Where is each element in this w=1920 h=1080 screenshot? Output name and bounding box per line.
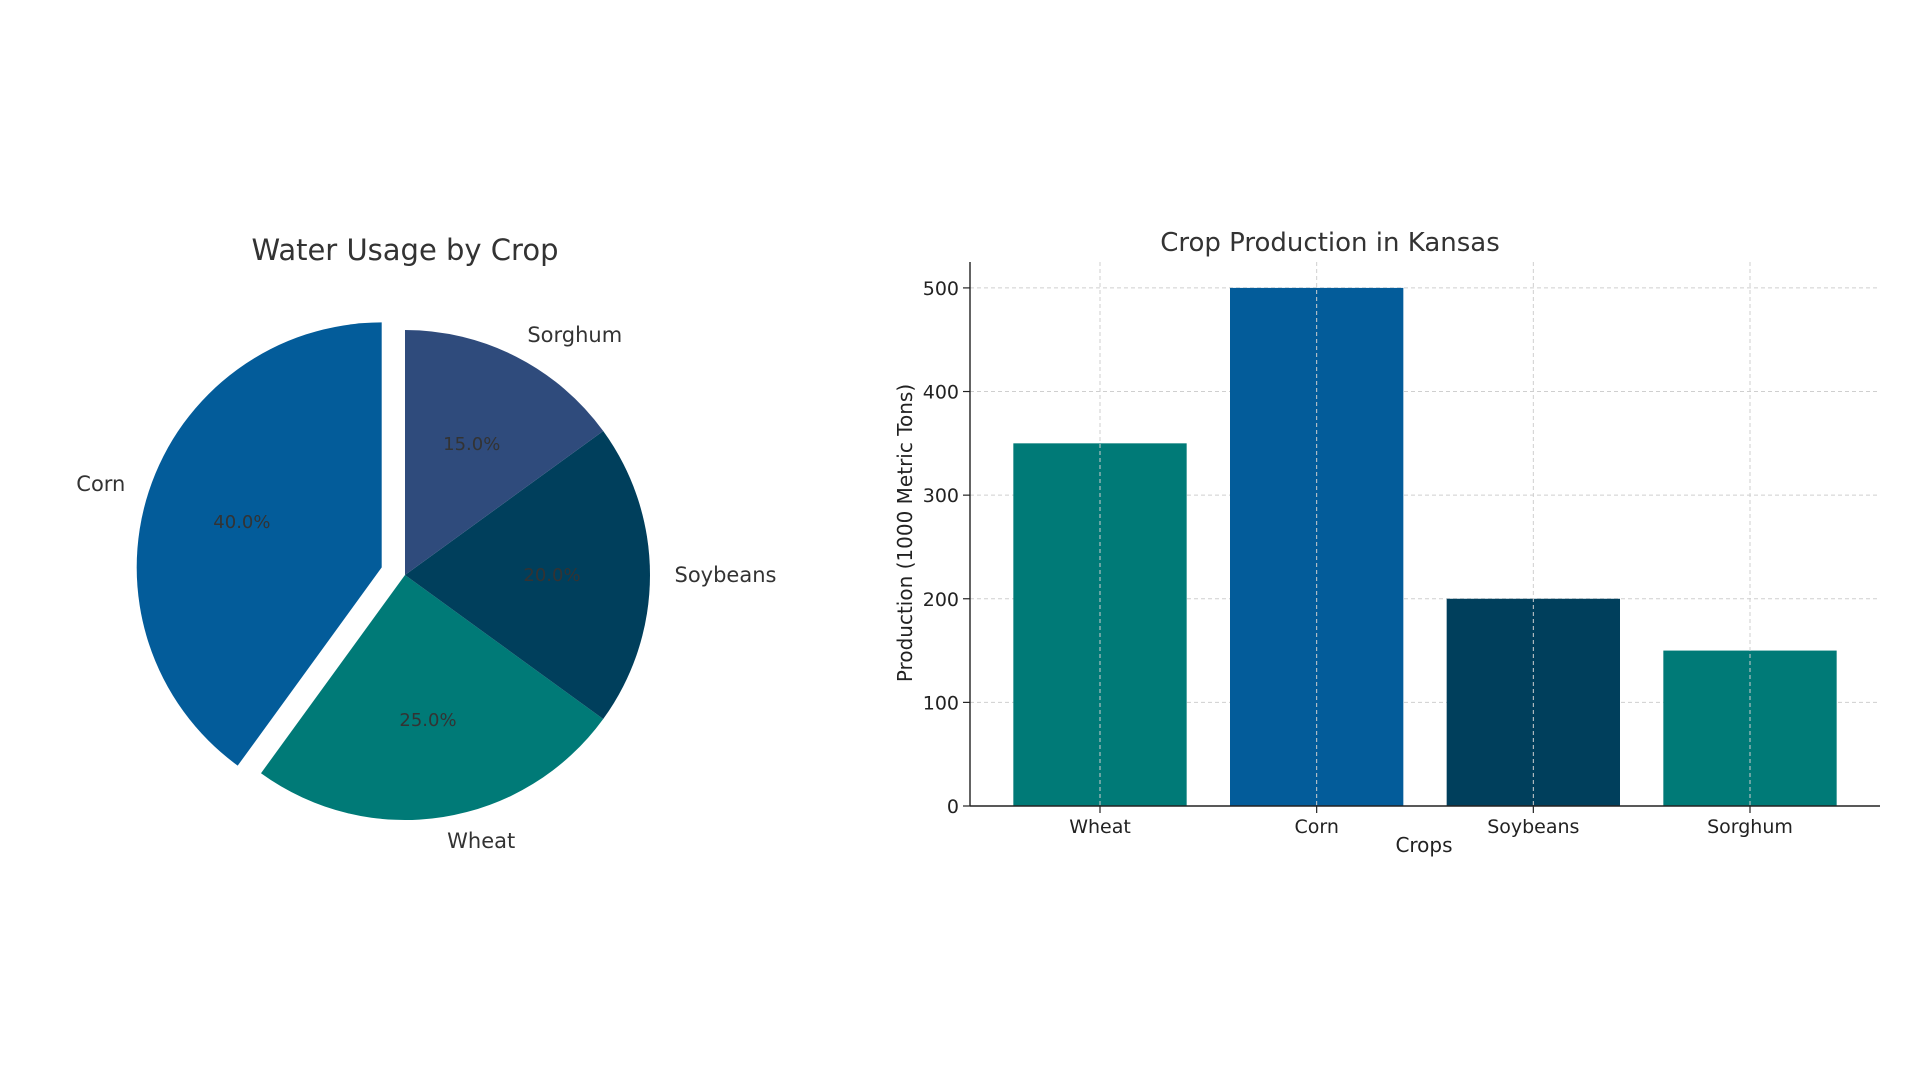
y-tick-label: 300: [923, 485, 959, 507]
bar-ticks: 0 100 200 300 400 500 Wheat Corn Soybeans Sorghum: [923, 278, 1793, 838]
pie-labels: 40.0% Corn 25.0% Wheat 20.0% Soybeans 15.0% Sor…: [76, 323, 776, 853]
bar-y-axis-label: Production (1000 Metric Tons): [893, 384, 917, 682]
bar-wheat: [1013, 443, 1187, 806]
x-tick-label: Sorghum: [1707, 816, 1793, 838]
y-tick-label: 100: [923, 692, 959, 714]
pie-chart: Water Usage by Crop 40.0% Corn 25.0% Wheat 2…: [76, 233, 776, 853]
bar-chart: Crop Production in Kansas 0 100 200 300 400 5…: [893, 228, 1880, 857]
pie-slice-sorghum: [405, 330, 604, 575]
pie-label-wheat: Wheat: [447, 829, 515, 853]
pie-slices: [136, 322, 650, 820]
pie-pct-label-wheat: 25.0%: [399, 710, 456, 731]
bar-vertical-gridlines: [1099, 262, 1751, 806]
x-tick-label: Wheat: [1069, 816, 1131, 838]
x-tick-label: Corn: [1294, 816, 1338, 838]
pie-slice-corn: [136, 322, 382, 766]
y-tick-label: 400: [923, 382, 959, 404]
pie-pct-label-soybeans: 20.0%: [523, 565, 580, 586]
pie-label-sorghum: Sorghum: [527, 323, 622, 347]
y-tick-label: 500: [923, 278, 959, 300]
bar-axes: [969, 262, 1880, 807]
bar-title: Crop Production in Kansas: [1160, 228, 1500, 258]
bar-corn: [1230, 287, 1404, 806]
pie-title: Water Usage by Crop: [252, 233, 559, 267]
pie-pct-label-sorghum: 15.0%: [443, 434, 500, 455]
x-tick-label: Soybeans: [1487, 816, 1579, 838]
pie-label-corn: Corn: [76, 472, 125, 496]
pie-pct-label-corn: 40.0%: [213, 512, 270, 533]
bar-bars: [1013, 287, 1837, 806]
pie-slice-wheat: [260, 575, 604, 820]
bar-x-axis-label: Crops: [1395, 833, 1452, 857]
pie-label-soybeans: Soybeans: [675, 563, 777, 587]
y-tick-label: 0: [947, 796, 959, 818]
y-tick-label: 200: [923, 589, 959, 611]
pie-slice-soybeans: [405, 430, 650, 720]
